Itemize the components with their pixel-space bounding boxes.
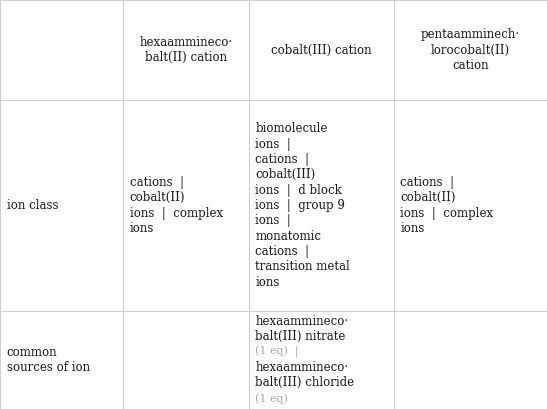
Text: ions: ions [130, 222, 154, 235]
Text: sources of ion: sources of ion [7, 361, 90, 374]
Text: (1 eq): (1 eq) [255, 393, 288, 404]
Text: cations  |: cations | [400, 176, 455, 189]
Text: ions  |  complex: ions | complex [130, 207, 223, 220]
Text: ion class: ion class [7, 199, 58, 212]
Text: balt(III) nitrate: balt(III) nitrate [255, 330, 346, 344]
Text: hexaammineco·: hexaammineco· [255, 361, 348, 374]
Text: cobalt(II): cobalt(II) [130, 191, 185, 204]
Text: ions  |  complex: ions | complex [400, 207, 493, 220]
Text: cobalt(III) cation: cobalt(III) cation [271, 44, 371, 56]
Text: ions: ions [255, 276, 280, 289]
Text: cobalt(III): cobalt(III) [255, 169, 316, 181]
Text: pentaamminech·: pentaamminech· [421, 28, 520, 41]
Text: balt(II) cation: balt(II) cation [145, 51, 227, 64]
Text: (1 eq)  |: (1 eq) | [255, 346, 299, 358]
Text: lorocobalt(II): lorocobalt(II) [431, 44, 510, 56]
Text: ions  |  d block: ions | d block [255, 184, 342, 197]
Text: ions  |: ions | [255, 214, 291, 227]
Text: common: common [7, 346, 57, 359]
Text: monatomic: monatomic [255, 230, 322, 243]
Text: ions  |  group 9: ions | group 9 [255, 199, 345, 212]
Text: ions  |: ions | [255, 138, 291, 151]
Text: cations  |: cations | [130, 176, 184, 189]
Text: cation: cation [452, 59, 488, 72]
Text: balt(III) chloride: balt(III) chloride [255, 376, 354, 389]
Text: cations  |: cations | [255, 153, 310, 166]
Text: hexaammineco·: hexaammineco· [139, 36, 232, 49]
Text: biomolecule: biomolecule [255, 122, 328, 135]
Text: ions: ions [400, 222, 425, 235]
Text: cobalt(II): cobalt(II) [400, 191, 456, 204]
Text: hexaammineco·: hexaammineco· [255, 315, 348, 328]
Text: transition metal: transition metal [255, 261, 350, 273]
Text: cations  |: cations | [255, 245, 310, 258]
